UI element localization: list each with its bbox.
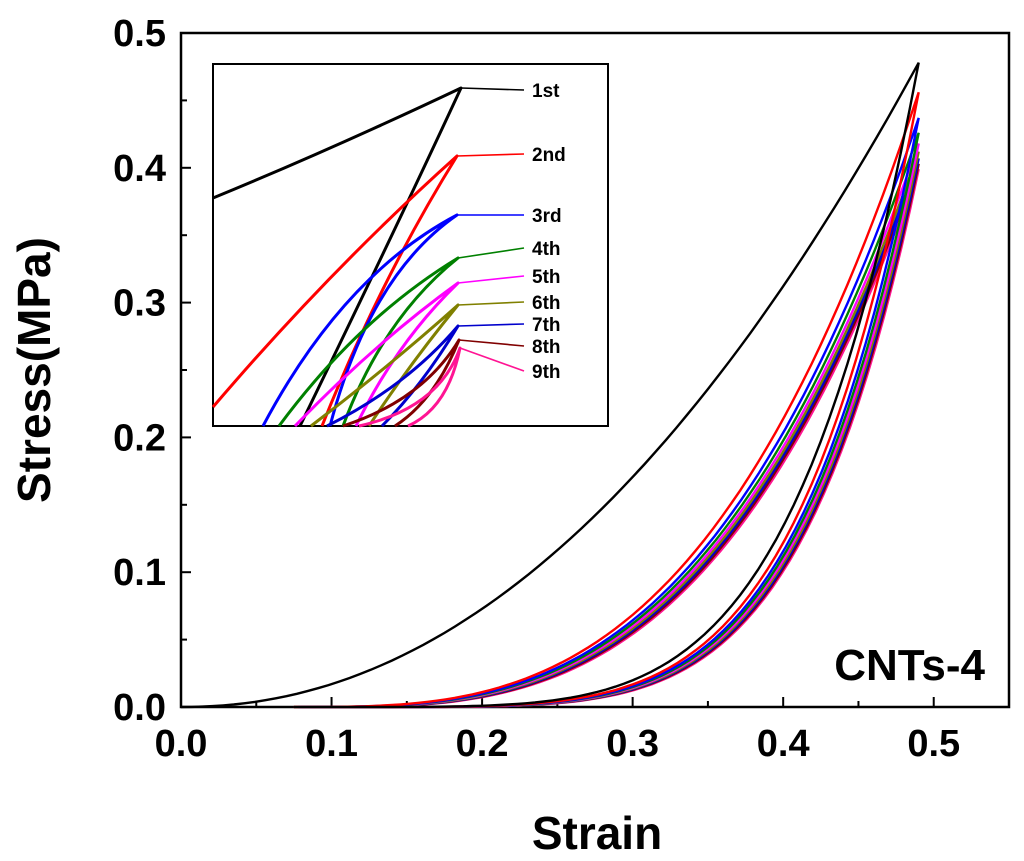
x-tick-label: 0.3 xyxy=(606,723,659,765)
inset-curve-4th xyxy=(277,256,460,427)
inset-curve-7th xyxy=(326,324,460,428)
x-tick-label: 0.0 xyxy=(155,723,208,765)
curves xyxy=(180,62,920,709)
inset-label-2nd: 2nd xyxy=(532,145,566,166)
y-tick-label: 0.4 xyxy=(113,148,166,190)
inset-label-3rd: 3rd xyxy=(532,206,562,227)
x-tick-label: 0.5 xyxy=(907,723,960,765)
y-tick-label: 0.2 xyxy=(113,417,166,459)
tick-labels: 0.0 0.1 0.2 0.3 0.4 0.5 0.0 0.1 0.2 0.3 0.4 0.5 xyxy=(113,13,960,765)
x-tick-label: 0.2 xyxy=(456,723,509,765)
inset-curve-1st xyxy=(212,86,463,427)
inset-leader-8th xyxy=(458,339,525,347)
x-axis-title: Strain xyxy=(532,807,662,859)
x-tick-label: 0.1 xyxy=(305,723,358,765)
curve-1st xyxy=(180,62,920,709)
inset-leader-2nd xyxy=(456,153,525,157)
inset-label-1st: 1st xyxy=(532,81,560,102)
inset-curve-6th xyxy=(310,303,460,428)
inset-label-7th: 7th xyxy=(532,315,561,336)
y-tick-label: 0.5 xyxy=(113,13,166,55)
inset-label-8th: 8th xyxy=(532,337,561,358)
inset-curve-3rd xyxy=(261,213,459,427)
y-tick-label: 0.1 xyxy=(113,552,166,594)
inset-label-5th: 5th xyxy=(532,267,561,288)
inset-leader-9th xyxy=(459,347,525,372)
y-tick-label: 0.3 xyxy=(113,283,166,325)
inset-curve-5th xyxy=(293,281,460,428)
inset-label-4th: 4th xyxy=(532,239,561,260)
inset-leader-6th xyxy=(457,301,525,306)
y-axis-title: Stress(MPa) xyxy=(8,237,60,503)
inset-leader-1st xyxy=(460,87,525,91)
inset-leader-5th xyxy=(457,275,525,284)
inset-leader-4th xyxy=(457,247,525,259)
y-tick-label: 0.0 xyxy=(113,687,166,729)
sample-annotation: CNTs-4 xyxy=(834,641,985,690)
inset-label-9th: 9th xyxy=(532,362,561,383)
inset-leader-7th xyxy=(457,323,525,327)
inset-curve-8th xyxy=(342,338,461,428)
inset-label-6th: 6th xyxy=(532,293,561,314)
x-tick-label: 0.4 xyxy=(757,723,810,765)
inset-curves xyxy=(211,86,463,428)
tick-marks xyxy=(180,32,1010,708)
